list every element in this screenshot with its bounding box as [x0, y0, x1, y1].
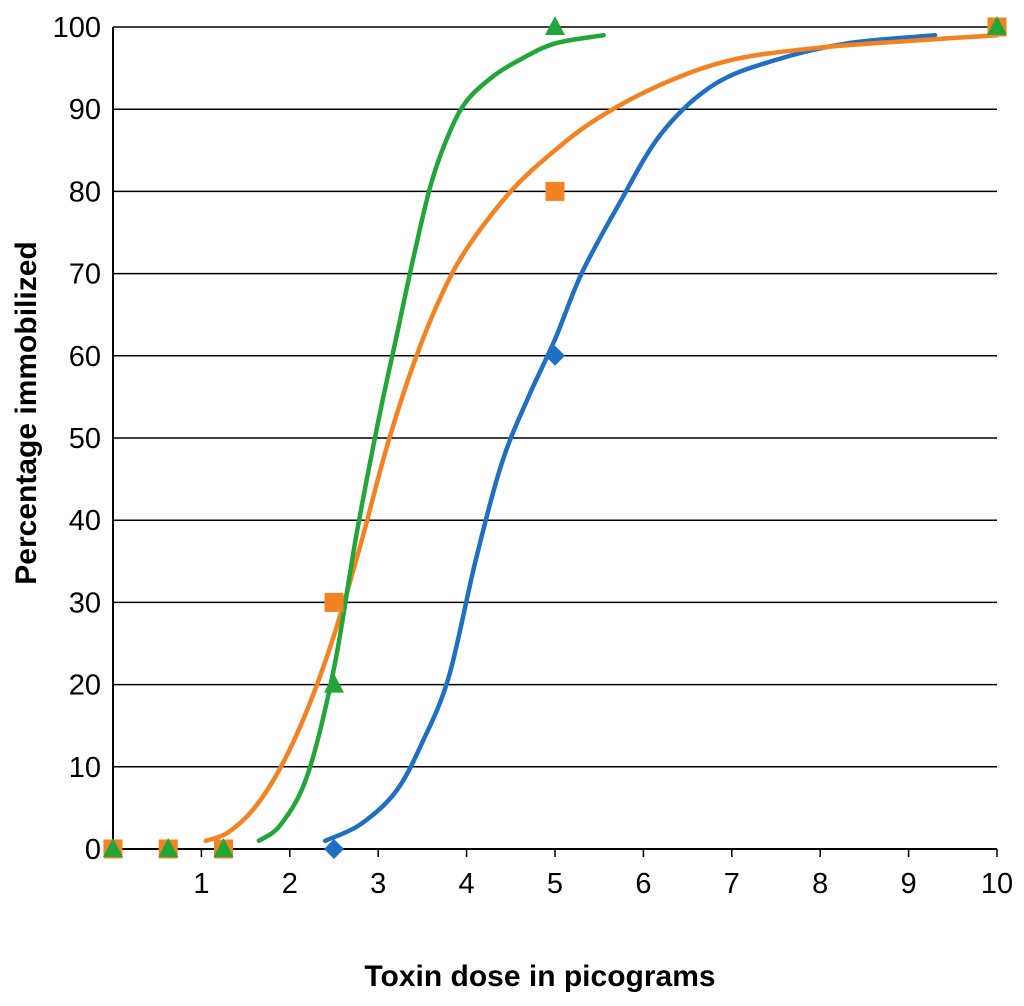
y-tick-label: 10 [69, 752, 101, 784]
x-tick-label: 1 [193, 868, 209, 900]
fit-curve-blue [322, 32, 938, 844]
data-point-orange [324, 592, 344, 612]
y-tick-label: 100 [53, 12, 101, 44]
data-point-green [545, 16, 565, 35]
x-tick-label: 10 [981, 868, 1013, 900]
y-tick-labels: 0 10 20 30 40 50 60 70 80 90 100 [53, 12, 101, 866]
data-point-green [987, 16, 1007, 35]
fit-curve-green [256, 32, 606, 844]
data-point-green [158, 838, 179, 857]
y-tick-label: 60 [69, 341, 101, 373]
fit-curve-orange [203, 32, 1000, 844]
y-tick-label: 0 [85, 834, 101, 866]
data-point-orange [545, 181, 565, 201]
y-tick-label: 40 [69, 505, 101, 537]
x-tick-label: 7 [724, 868, 740, 900]
x-tick-labels: 1 2 3 4 5 6 7 8 9 10 [193, 849, 1013, 900]
data-point-green [213, 838, 234, 857]
y-tick-label: 50 [69, 423, 101, 455]
grid [113, 26, 997, 768]
data-point-blue [324, 839, 344, 859]
y-tick-label: 90 [69, 94, 101, 126]
x-tick-label: 5 [547, 868, 563, 900]
x-axis-title: Toxin dose in picograms [364, 960, 715, 993]
y-tick-label: 70 [69, 259, 101, 291]
y-tick-label: 20 [69, 670, 101, 702]
x-tick-label: 8 [812, 868, 828, 900]
data-point-blue [545, 345, 565, 366]
data-point-green [324, 673, 344, 693]
x-tick-label: 6 [635, 868, 651, 900]
y-axis-title: Percentage immobilized [10, 241, 43, 584]
y-tick-label: 30 [69, 587, 101, 619]
x-tick-label: 9 [901, 868, 917, 900]
x-tick-label: 3 [370, 868, 386, 900]
fitted-curves [203, 32, 1000, 844]
data-markers [103, 16, 1007, 859]
x-tick-label: 2 [282, 868, 298, 900]
y-tick-label: 80 [69, 176, 101, 208]
x-tick-label: 4 [459, 868, 475, 900]
data-point-green [103, 838, 123, 857]
